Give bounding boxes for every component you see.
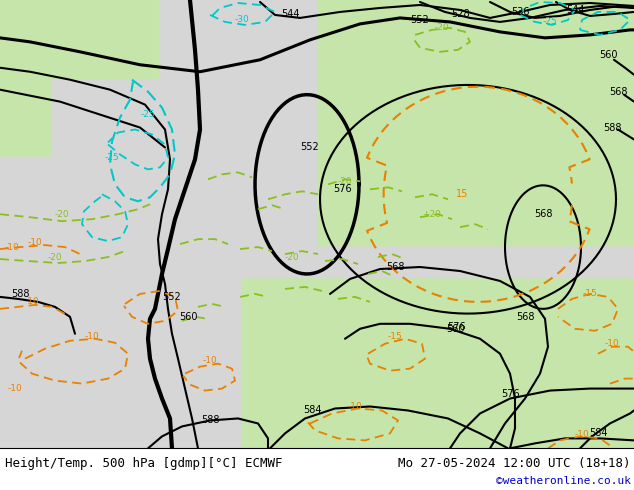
Text: -10: -10: [28, 238, 42, 246]
Text: -10: -10: [8, 384, 22, 393]
Text: 536: 536: [511, 7, 529, 17]
Text: 552: 552: [411, 15, 429, 25]
Text: 15: 15: [456, 189, 468, 199]
Text: -10: -10: [203, 356, 217, 365]
Text: 576: 576: [447, 322, 465, 332]
Text: 588: 588: [603, 122, 621, 132]
Text: Height/Temp. 500 hPa [gdmp][°C] ECMWF: Height/Temp. 500 hPa [gdmp][°C] ECMWF: [5, 457, 283, 469]
Text: -10: -10: [574, 430, 590, 439]
Text: -20: -20: [435, 24, 450, 32]
Text: -10: -10: [347, 402, 363, 411]
Text: Mo 27-05-2024 12:00 UTC (18+18): Mo 27-05-2024 12:00 UTC (18+18): [398, 457, 631, 469]
Text: 588: 588: [11, 289, 29, 299]
Text: -20: -20: [48, 252, 62, 262]
Text: 560: 560: [446, 324, 464, 334]
Text: 560: 560: [598, 50, 618, 60]
Text: -10: -10: [84, 332, 100, 341]
Text: 568: 568: [534, 209, 552, 219]
Text: -20: -20: [285, 252, 299, 262]
Text: 584: 584: [589, 428, 607, 439]
Text: -20: -20: [55, 210, 69, 219]
Text: 584: 584: [303, 406, 321, 416]
Text: 544: 544: [281, 9, 299, 19]
Text: -15: -15: [583, 290, 597, 298]
Text: -10: -10: [605, 339, 619, 348]
Text: -10: -10: [25, 297, 39, 306]
Text: ©weatheronline.co.uk: ©weatheronline.co.uk: [496, 476, 631, 486]
Text: 544: 544: [566, 5, 585, 15]
Text: 528: 528: [451, 9, 469, 19]
Text: -15: -15: [387, 332, 403, 341]
Text: -20: -20: [338, 177, 353, 186]
Text: +20: +20: [423, 210, 441, 219]
Text: 588: 588: [201, 416, 219, 425]
Text: 576: 576: [501, 389, 519, 398]
Text: 568: 568: [515, 312, 534, 322]
Text: 568: 568: [385, 262, 404, 272]
Text: 568: 568: [609, 87, 627, 97]
Text: 552: 552: [301, 143, 320, 152]
Text: -25: -25: [543, 18, 557, 26]
Text: 560: 560: [179, 312, 197, 322]
Text: -10: -10: [4, 243, 20, 251]
Text: -30: -30: [235, 15, 249, 24]
Text: -25: -25: [105, 153, 119, 162]
Text: 552: 552: [163, 292, 181, 302]
Text: 576: 576: [333, 184, 351, 195]
Text: -25: -25: [141, 110, 155, 119]
